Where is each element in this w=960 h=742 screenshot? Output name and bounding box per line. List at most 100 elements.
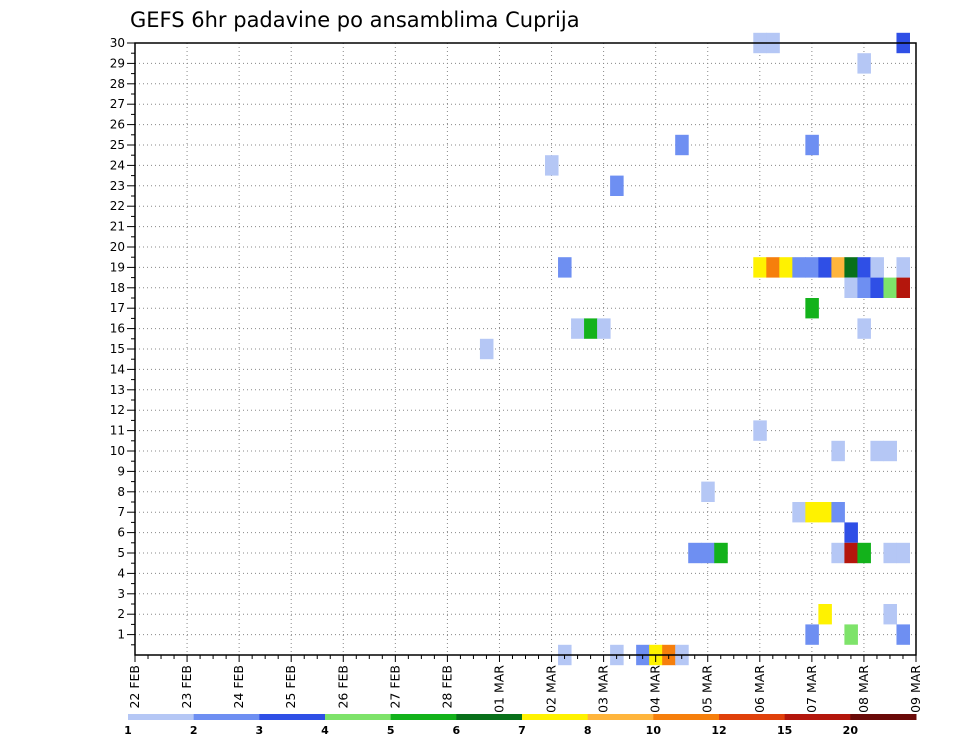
heatmap-cell: [675, 134, 689, 156]
heatmap-cell: [844, 624, 858, 645]
heatmap-cell: [844, 542, 858, 564]
y-tick-label: 4: [117, 566, 125, 580]
x-tick-label: 01 MAR: [491, 665, 506, 713]
x-axis: 22 FEB 23 FEB 24 FEB 25 FEB 26 FEB 27 FEB 28 F…: [127, 655, 923, 713]
legend-swatch: [259, 714, 326, 720]
heatmap-cell: [857, 318, 871, 339]
heatmap-cell: [844, 257, 858, 278]
x-tick-label: 28 FEB: [439, 665, 454, 709]
heatmap-cell: [805, 257, 819, 278]
x-tick-label: 07 MAR: [804, 665, 819, 713]
y-tick-label: 10: [110, 444, 125, 458]
heatmap-cell: [896, 624, 910, 645]
x-tick-label: 26 FEB: [335, 665, 350, 709]
y-tick-label: 15: [110, 342, 125, 356]
legend-swatch: [850, 714, 917, 720]
heatmap-cell: [896, 542, 910, 564]
legend-swatch: [128, 714, 195, 720]
heatmap-cell: [779, 257, 793, 278]
legend-label: 6: [453, 724, 461, 737]
y-tick-label: 24: [110, 158, 125, 172]
color-legend: 1 2 3 4 5 6 7 8 10 12 15 20: [124, 714, 917, 737]
heatmap-cell: [857, 277, 871, 298]
x-tick-label: 02 MAR: [544, 665, 559, 713]
y-tick-label: 29: [110, 56, 125, 70]
y-tick-label: 1: [117, 628, 125, 642]
x-tick-label: 03 MAR: [596, 665, 611, 713]
heatmap-cell: [831, 542, 845, 564]
heatmap-cell: [753, 420, 767, 441]
heatmap-cell: [831, 257, 845, 278]
legend-label: 2: [190, 724, 198, 737]
y-tick-label: 6: [117, 526, 125, 540]
heatmap-cell: [857, 542, 871, 564]
y-tick-label: 14: [110, 362, 125, 376]
legend-swatch: [653, 714, 720, 720]
x-tick-label: 27 FEB: [387, 665, 402, 709]
heatmap-cell: [818, 502, 832, 523]
x-tick-label: 08 MAR: [856, 665, 871, 713]
legend-label: 4: [321, 724, 329, 737]
heatmap-cell: [818, 604, 832, 625]
heatmap-cell: [805, 298, 819, 319]
y-tick-label: 2: [117, 607, 125, 621]
legend-swatch: [456, 714, 523, 720]
y-tick-label: 16: [110, 322, 125, 336]
heatmap-cell: [870, 440, 884, 462]
y-tick-label: 11: [110, 424, 125, 438]
legend-swatch: [325, 714, 392, 720]
chart-title: GEFS 6hr padavine po ansamblima Cuprija: [130, 8, 580, 32]
heatmap-cell: [883, 604, 897, 625]
y-tick-label: 28: [110, 77, 125, 91]
y-tick-label: 20: [110, 240, 125, 254]
heatmap-cell: [805, 502, 819, 523]
y-tick-label: 26: [110, 118, 125, 132]
legend-swatch: [522, 714, 589, 720]
grid-lines: [135, 42, 916, 655]
x-tick-label: 04 MAR: [648, 665, 663, 713]
heatmap-cell: [597, 318, 611, 339]
heatmap-cells: [479, 32, 910, 666]
legend-swatch: [390, 714, 457, 720]
legend-label: 12: [711, 724, 726, 737]
heatmap-cell: [753, 257, 767, 278]
heatmap-cell: [870, 277, 884, 298]
y-tick-label: 19: [110, 260, 125, 274]
heatmap-cell: [883, 440, 897, 462]
heatmap-cell: [792, 257, 806, 278]
x-tick-label: 22 FEB: [127, 665, 142, 709]
legend-label: 15: [777, 724, 792, 737]
y-tick-label: 22: [110, 199, 125, 213]
heatmap-cell: [870, 257, 884, 278]
y-tick-label: 21: [110, 220, 125, 234]
y-tick-label: 23: [110, 179, 125, 193]
heatmap-cell: [857, 257, 871, 278]
y-tick-label: 18: [110, 281, 125, 295]
legend-label: 3: [256, 724, 264, 737]
x-tick-label: 06 MAR: [752, 665, 767, 713]
legend-swatch: [784, 714, 851, 720]
y-tick-label: 17: [110, 301, 125, 315]
heatmap-cell: [844, 277, 858, 298]
y-tick-label: 8: [117, 485, 125, 499]
y-tick-label: 3: [117, 587, 125, 601]
heatmap-cell: [857, 53, 871, 74]
x-tick-label: 25 FEB: [283, 665, 298, 709]
heatmap-cell: [818, 257, 832, 278]
legend-label: 20: [843, 724, 859, 737]
heatmap-cell: [831, 502, 845, 523]
heatmap-cell: [896, 257, 910, 278]
heatmap-cell: [688, 542, 702, 564]
y-axis: 1234567891011121314151617181920212223242…: [110, 36, 135, 646]
heatmap-cell: [831, 440, 845, 462]
heatmap-cell: [558, 257, 572, 278]
heatmap-cell: [701, 481, 715, 502]
heatmap-cell: [792, 502, 806, 523]
heatmap-cell: [571, 318, 585, 339]
plot-frame: [134, 42, 917, 656]
y-tick-label: 25: [110, 138, 125, 152]
legend-swatch: [193, 714, 260, 720]
heatmap-cell: [805, 624, 819, 645]
y-tick-label: 27: [110, 97, 125, 111]
